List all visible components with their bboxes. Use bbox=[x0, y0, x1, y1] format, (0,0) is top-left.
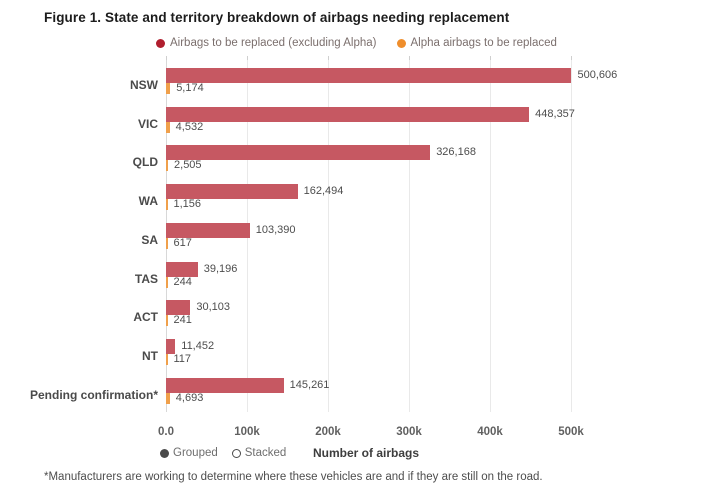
bar-alpha bbox=[166, 237, 168, 249]
bar-value-label: 162,494 bbox=[303, 185, 344, 198]
bar-primary bbox=[166, 184, 298, 200]
category-label: WA bbox=[138, 194, 158, 209]
bar-alpha bbox=[166, 392, 170, 404]
bar-alpha-value-label: 117 bbox=[173, 352, 192, 365]
axis-tick-mark bbox=[490, 56, 491, 60]
x-axis-tick-label: 200k bbox=[315, 426, 341, 438]
bar-value-label: 326,168 bbox=[436, 146, 476, 159]
axis-tick-mark bbox=[328, 56, 329, 60]
bar-alpha-value-label: 1,156 bbox=[173, 198, 202, 211]
axis-tick-mark bbox=[571, 56, 572, 60]
figure-title: Figure 1. State and territory breakdown … bbox=[44, 10, 510, 25]
radio-filled-icon bbox=[160, 448, 169, 458]
bar-alpha-value-label: 2,505 bbox=[174, 159, 202, 172]
legend-item: Airbags to be replaced (excluding Alpha) bbox=[156, 37, 377, 49]
category-label: QLD bbox=[132, 155, 158, 170]
bar-alpha-value-label: 4,693 bbox=[175, 391, 204, 404]
gridline bbox=[571, 60, 572, 412]
radio-stacked[interactable]: Stacked bbox=[231, 447, 287, 459]
bar-alpha bbox=[166, 160, 169, 172]
axis-tick-mark bbox=[247, 56, 248, 60]
bar-primary bbox=[166, 377, 284, 393]
x-axis-tick-label: 0.0 bbox=[158, 426, 174, 438]
legend-swatch-icon bbox=[396, 38, 406, 48]
bar-primary bbox=[166, 68, 572, 83]
bar-alpha-value-label: 4,532 bbox=[175, 120, 204, 133]
bar-row: 30,103 241 bbox=[166, 294, 596, 333]
bar-alpha-value-label: 241 bbox=[173, 314, 192, 327]
bar-primary bbox=[166, 222, 250, 238]
axis-tick-mark bbox=[166, 56, 167, 60]
category-label: VIC bbox=[137, 116, 158, 131]
bar-row: 11,452 117 bbox=[166, 333, 596, 372]
category-label: NT bbox=[142, 348, 158, 363]
x-axis-tick-label: 100k bbox=[234, 426, 260, 438]
bar-value-label: 145,261 bbox=[289, 378, 330, 391]
bar-primary bbox=[166, 106, 530, 122]
bar-alpha bbox=[166, 83, 171, 94]
bar-primary bbox=[166, 338, 176, 354]
legend-swatch-icon bbox=[156, 38, 165, 48]
radio-label: Stacked bbox=[244, 447, 287, 459]
category-label: Pending confirmation* bbox=[29, 387, 158, 402]
bar-row: 162,494 1,156 bbox=[166, 178, 596, 217]
legend: Airbags to be replaced (excluding Alpha)… bbox=[156, 37, 557, 49]
bar-primary bbox=[166, 261, 198, 277]
bar-alpha bbox=[166, 276, 168, 288]
bar-alpha bbox=[166, 199, 168, 211]
bar-value-label: 30,103 bbox=[196, 301, 231, 314]
legend-label: Alpha airbags to be replaced bbox=[410, 37, 557, 49]
bar-value-label: 500,606 bbox=[577, 69, 618, 81]
footnote: *Manufacturers are working to determine … bbox=[44, 471, 543, 483]
axis-tick-mark bbox=[409, 56, 410, 60]
radio-label: Grouped bbox=[173, 447, 218, 459]
gridline bbox=[409, 60, 410, 412]
bar-row: 145,261 4,693 bbox=[166, 372, 596, 411]
x-axis-tick-label: 500k bbox=[558, 426, 584, 438]
bar-alpha-value-label: 244 bbox=[173, 275, 192, 288]
bar-value-label: 103,390 bbox=[255, 223, 296, 236]
bar-alpha bbox=[166, 315, 168, 327]
category-label: NSW bbox=[130, 78, 158, 92]
bar-row: 500,606 5,174 bbox=[166, 62, 617, 101]
x-axis-title: Number of airbags bbox=[313, 446, 420, 460]
bar-row: 448,357 4,532 bbox=[166, 101, 596, 140]
plot-area: 500,606 5,174 448,357 4,532 326,168 2,505 162,… bbox=[166, 56, 617, 412]
legend-label: Airbags to be replaced (excluding Alpha) bbox=[170, 37, 377, 49]
bar-value-label: 11,452 bbox=[181, 339, 215, 352]
gridline bbox=[490, 60, 491, 412]
bar-primary bbox=[166, 300, 191, 316]
bar-value-label: 448,357 bbox=[535, 107, 575, 120]
radio-grouped[interactable]: Grouped bbox=[160, 447, 218, 459]
chart-mode-controls: Grouped Stacked bbox=[160, 447, 286, 459]
bar-alpha-value-label: 5,174 bbox=[176, 82, 204, 94]
bar-alpha bbox=[166, 121, 170, 133]
bar-primary bbox=[166, 145, 431, 161]
bar-alpha bbox=[166, 353, 168, 365]
radio-empty-icon bbox=[231, 448, 241, 458]
bar-value-label: 39,196 bbox=[203, 262, 238, 275]
category-label: TAS bbox=[134, 271, 158, 286]
category-label: SA bbox=[141, 232, 158, 247]
x-axis-tick-label: 400k bbox=[477, 426, 503, 438]
gridline bbox=[328, 60, 329, 412]
bar-row: 39,196 244 bbox=[166, 256, 596, 295]
bar-alpha-value-label: 617 bbox=[173, 236, 192, 249]
bar-row: 103,390 617 bbox=[166, 217, 596, 256]
legend-item: Alpha airbags to be replaced bbox=[396, 37, 557, 49]
category-label: ACT bbox=[133, 310, 158, 325]
x-axis-tick-label: 300k bbox=[396, 426, 422, 438]
bar-row: 326,168 2,505 bbox=[166, 139, 596, 178]
